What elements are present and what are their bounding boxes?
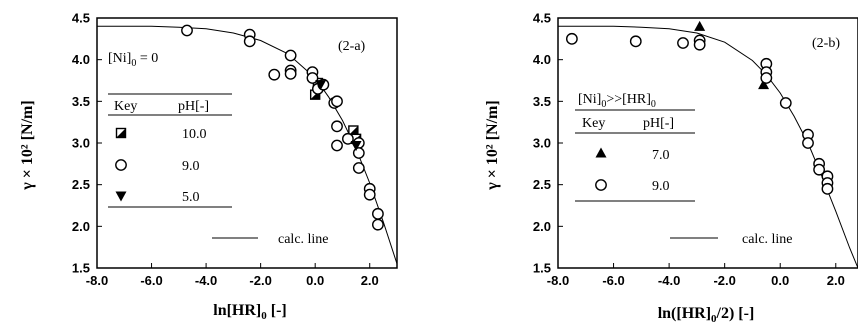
panel-2b: 1.5 2.0 2.5 3.0 3.5 4.0 4.5 -8.0 -6.0 -4.0 -2.0 0.… — [484, 11, 858, 325]
data-point-a-open-circle-15 — [342, 132, 354, 145]
data-point-a-open-circle-14 — [331, 139, 343, 152]
legend-entry-label-b-2: 9.0 — [652, 179, 670, 194]
data-point-a-down-triangle-1 — [350, 141, 362, 151]
legend-key-header-a: Key — [114, 99, 137, 114]
y-axis-ticks-b: 1.5 2.0 2.5 3.0 3.5 4.0 4.5 — [533, 11, 563, 276]
legend-marker-a-down-triangle — [115, 191, 127, 202]
y-tick-label-b-0: 1.5 — [533, 261, 551, 276]
data-point-a-open-circle-6 — [268, 68, 281, 81]
y-tick-label-a-4: 3.5 — [72, 94, 90, 109]
data-point-a-down-triangle-0 — [315, 80, 327, 91]
x-tick-label-a-1: -6.0 — [140, 273, 162, 288]
legend-marker-a-half-square — [115, 127, 127, 139]
data-point-b-open-circle-15 — [821, 182, 834, 195]
panel-label-b: (2-b) — [812, 36, 840, 51]
y-axis-label-a: γ × 10² [N/m] — [19, 100, 36, 190]
calc-line-curve-b — [558, 25, 858, 269]
data-point-b-open-circle-8 — [779, 97, 792, 109]
data-points-a — [181, 24, 384, 231]
condition-label-b: [Ni]0>>[HR]0 — [578, 92, 656, 110]
y-tick-label-a-1: 2.0 — [72, 219, 90, 234]
data-point-a-open-circle-22 — [372, 218, 384, 231]
legend-markers-b — [595, 147, 607, 191]
x-tick-label-b-1: -6.0 — [602, 273, 624, 288]
data-point-a-open-circle-0 — [181, 24, 193, 37]
y-tick-label-b-2: 2.5 — [533, 177, 551, 192]
x-tick-label-a-5: 2.0 — [361, 273, 379, 288]
legend-entry-label-a-3: 5.0 — [182, 190, 200, 205]
y-tick-label-b-4: 3.5 — [533, 94, 551, 109]
y-tick-label-a-6: 4.5 — [72, 11, 90, 26]
y-tick-label-a-5: 4.0 — [72, 52, 90, 67]
data-point-a-open-circle-12 — [331, 95, 343, 108]
legend-ph-header-a: pH[-] — [178, 99, 209, 114]
data-point-a-open-circle-21 — [372, 207, 384, 220]
data-point-a-open-circle-8 — [306, 72, 319, 84]
y-tick-label-a-0: 1.5 — [72, 261, 90, 276]
x-tick-label-b-0: -8.0 — [547, 273, 569, 288]
data-points-b — [565, 20, 834, 195]
x-axis-label-a: ln[HR]0 [-] — [213, 302, 286, 322]
legend-ph-header-b: pH[-] — [643, 116, 674, 131]
legend-marker-b-up-triangle — [595, 147, 607, 158]
legend-marker-a-open-circle — [115, 159, 127, 171]
legend-markers-a — [115, 127, 127, 202]
panel-label-a: (2-a) — [338, 39, 366, 54]
data-point-b-open-circle-0 — [565, 32, 578, 45]
y-tick-label-a-3: 3.0 — [72, 136, 90, 151]
legend-key-header-b: Key — [582, 116, 605, 131]
data-point-a-open-circle-13 — [331, 120, 343, 133]
data-point-b-up-triangle-0 — [694, 20, 706, 31]
data-point-a-open-circle-2 — [243, 35, 256, 48]
data-point-a-open-circle-5 — [284, 67, 297, 80]
x-tick-label-a-4: 0.0 — [306, 273, 324, 288]
y-tick-label-b-5: 4.0 — [533, 52, 551, 67]
data-point-b-up-triangle-1 — [758, 79, 770, 90]
legend-a: Key pH[-] 10.0 9.0 5.0 — [108, 93, 232, 208]
data-point-b-open-circle-12 — [813, 163, 826, 176]
legend-entry-label-b-1: 7.0 — [652, 148, 670, 163]
data-point-a-open-circle-20 — [363, 188, 376, 201]
condition-label-a: [Ni]0 = 0 — [108, 51, 158, 69]
data-point-a-open-circle-3 — [284, 49, 297, 62]
calc-line-label-a: calc. line — [278, 232, 329, 247]
data-point-b-open-circle-2 — [677, 37, 689, 49]
x-tick-label-b-2: -4.0 — [658, 273, 680, 288]
x-tick-label-a-3: -2.0 — [249, 273, 271, 288]
y-tick-label-b-3: 3.0 — [533, 136, 551, 151]
data-point-b-open-circle-4 — [693, 38, 706, 51]
legend-entry-label-a-2: 9.0 — [182, 159, 200, 174]
x-tick-label-b-3: -2.0 — [713, 273, 735, 288]
x-tick-label-b-4: 0.0 — [771, 273, 789, 288]
y-tick-label-b-6: 4.5 — [533, 11, 551, 26]
y-tick-label-a-2: 2.5 — [72, 177, 90, 192]
calc-line-label-b: calc. line — [742, 232, 793, 247]
y-axis-ticks-a: 1.5 2.0 2.5 3.0 3.5 4.0 4.5 — [72, 11, 102, 276]
x-axis-ticks-a: -8.0 -6.0 -4.0 -2.0 0.0 2.0 — [86, 263, 379, 288]
data-point-b-open-circle-7 — [760, 72, 773, 84]
panel-2a: 1.5 2.0 2.5 3.0 3.5 4.0 4.5 -8.0 -6.0 -4.0 -2.0 0.… — [19, 11, 398, 322]
y-axis-label-b: γ × 10² [N/m] — [484, 100, 501, 190]
x-axis-label-b: ln([HR]0/2) [-] — [658, 305, 755, 325]
data-point-b-open-circle-1 — [629, 35, 642, 48]
legend-entry-label-a-1: 10.0 — [182, 127, 207, 142]
y-tick-label-b-1: 2.0 — [533, 219, 551, 234]
x-tick-label-b-5: 2.0 — [827, 273, 845, 288]
x-tick-label-a-2: -4.0 — [195, 273, 217, 288]
data-point-a-open-circle-17 — [352, 147, 365, 159]
x-tick-label-a-0: -8.0 — [86, 273, 108, 288]
legend-marker-b-open-circle — [595, 179, 607, 191]
legend-b: Key pH[-] 7.0 9.0 — [575, 109, 695, 202]
x-axis-ticks-b: -8.0 -6.0 -4.0 -2.0 0.0 2.0 — [547, 263, 845, 288]
data-point-a-open-circle-18 — [352, 162, 365, 174]
data-point-b-open-circle-10 — [802, 137, 814, 149]
